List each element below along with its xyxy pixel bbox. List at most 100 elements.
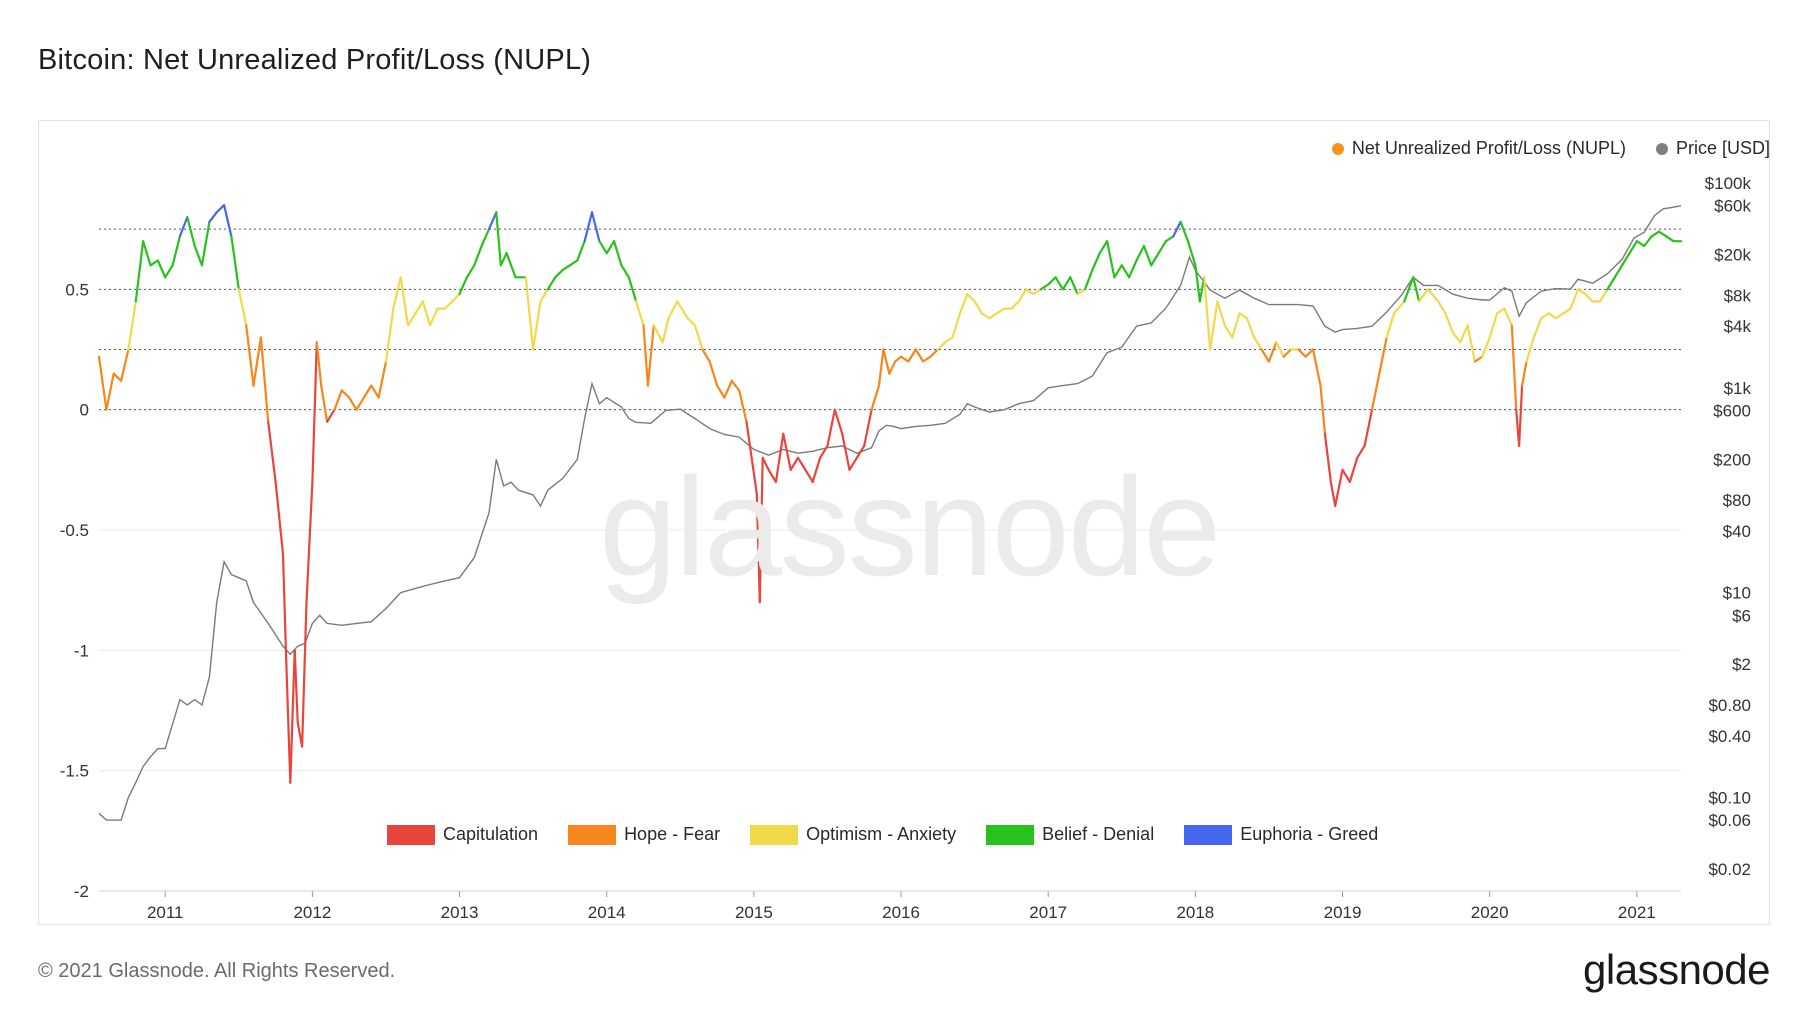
- nupl-segment: [1061, 276, 1072, 291]
- nupl-segment: [730, 379, 741, 392]
- nupl-segment: [1216, 300, 1226, 327]
- legend-item-price[interactable]: Price [USD]: [1655, 138, 1770, 159]
- nupl-segment: [284, 649, 292, 784]
- nupl-segment: [1334, 468, 1344, 507]
- nupl-segment: [561, 264, 572, 272]
- nupl-segment: [1297, 348, 1307, 358]
- nupl-segment: [1510, 324, 1518, 411]
- nupl-segment: [1083, 269, 1094, 291]
- nupl-segment: [568, 259, 579, 267]
- nupl-segment: [1238, 312, 1249, 320]
- nupl-segment: [1032, 288, 1042, 296]
- y-right-tick-label: $200: [1713, 450, 1751, 469]
- nupl-segment: [305, 480, 314, 604]
- zone-label: Optimism - Anxiety: [806, 824, 957, 844]
- y-left-tick-label: -0.5: [60, 521, 89, 540]
- nupl-segment: [1665, 235, 1675, 243]
- nupl-segment: [1473, 355, 1484, 363]
- nupl-segment: [1576, 288, 1587, 296]
- nupl-segment: [1385, 312, 1396, 339]
- nupl-segment: [646, 324, 655, 387]
- x-tick-label: 2017: [1029, 903, 1067, 922]
- nupl-segment: [1495, 307, 1506, 315]
- nupl-segment: [1105, 240, 1116, 279]
- nupl-segment: [326, 408, 336, 423]
- nupl-segment: [1047, 276, 1057, 286]
- nupl-segment: [1459, 324, 1469, 344]
- nupl-segment: [1311, 348, 1322, 387]
- nupl-segment: [988, 312, 998, 320]
- nupl-segment: [259, 336, 270, 423]
- nupl-segment: [758, 456, 764, 604]
- nupl-segment: [164, 264, 174, 279]
- nupl-segment: [429, 307, 439, 327]
- nupl-segment: [1091, 252, 1101, 272]
- nupl-segment: [171, 235, 181, 267]
- nupl-segment: [1451, 331, 1462, 344]
- nupl-segment: [554, 269, 564, 279]
- x-tick-label: 2015: [735, 903, 773, 922]
- nupl-segment: [1426, 288, 1440, 303]
- nupl-segment: [1024, 288, 1035, 296]
- nupl-segment: [414, 300, 424, 315]
- nupl-segment: [686, 317, 697, 327]
- legend-item-nupl[interactable]: Net Unrealized Profit/Loss (NUPL): [1331, 138, 1626, 159]
- nupl-segment: [1223, 324, 1234, 339]
- y-right-tick-label: $60k: [1714, 197, 1751, 216]
- y-right-tick-label: $1k: [1724, 379, 1752, 398]
- nupl-segment: [311, 341, 318, 483]
- nupl-segment: [936, 341, 947, 351]
- nupl-segment: [1194, 264, 1201, 303]
- nupl-segment: [1520, 360, 1528, 387]
- x-tick-label: 2021: [1618, 903, 1656, 922]
- nupl-segment: [362, 384, 373, 399]
- nupl-segment: [782, 432, 792, 471]
- nupl-segment: [156, 259, 167, 279]
- zone-legend-belief-denial: Belief - Denial: [986, 824, 1154, 845]
- nupl-segment: [855, 444, 866, 459]
- nupl-segment: [112, 372, 123, 382]
- nupl-segment: [576, 240, 586, 262]
- nupl-segment: [333, 389, 343, 411]
- nupl-segment: [384, 307, 395, 363]
- nupl-segment: [237, 288, 248, 327]
- nupl-segment: [215, 203, 226, 214]
- nupl-segment: [888, 360, 897, 375]
- nupl-segment: [1503, 307, 1513, 327]
- nupl-segment: [119, 348, 130, 382]
- nupl-segment: [1267, 341, 1278, 363]
- legend-label-price: Price [USD]: [1675, 138, 1770, 158]
- nupl-segment: [1275, 341, 1285, 358]
- nupl-segment: [1348, 456, 1359, 483]
- nupl-segment: [223, 203, 233, 238]
- nupl-segment: [252, 336, 262, 387]
- nupl-segment: [811, 456, 822, 483]
- series-legend: Net Unrealized Profit/Loss (NUPL) Price …: [1302, 138, 1770, 159]
- x-tick-label: 2018: [1176, 903, 1214, 922]
- nupl-segment: [774, 432, 785, 483]
- nupl-segment: [546, 276, 557, 291]
- y-right-tick-label: $0.80: [1708, 696, 1751, 715]
- zone-label: Euphoria - Greed: [1240, 824, 1379, 844]
- nupl-segment: [458, 276, 468, 296]
- nupl-segment: [1378, 336, 1388, 375]
- nupl-segment: [1179, 220, 1190, 243]
- x-tick-label: 2016: [882, 903, 920, 922]
- nupl-segment: [1412, 276, 1421, 303]
- nupl-segment: [1488, 312, 1499, 339]
- nupl-segment: [1076, 288, 1087, 296]
- glassnode-logo[interactable]: glassnode: [1583, 946, 1770, 993]
- nupl-segment: [833, 408, 844, 435]
- nupl-segment: [532, 300, 542, 351]
- nupl-segment: [1120, 264, 1131, 279]
- nupl-segment: [1613, 264, 1624, 279]
- y-right-tick-label: $40: [1723, 522, 1751, 541]
- nupl-segment: [882, 348, 891, 375]
- nupl-segment: [627, 276, 638, 303]
- y-left-tick-label: 0: [80, 401, 89, 420]
- belief-denial-swatch: [986, 824, 1035, 845]
- nupl-segment: [1282, 348, 1293, 358]
- nupl-segment: [1466, 324, 1477, 363]
- zone-legend-optimism-anxiety: Optimism - Anxiety: [750, 824, 956, 845]
- nupl-segment: [634, 300, 645, 327]
